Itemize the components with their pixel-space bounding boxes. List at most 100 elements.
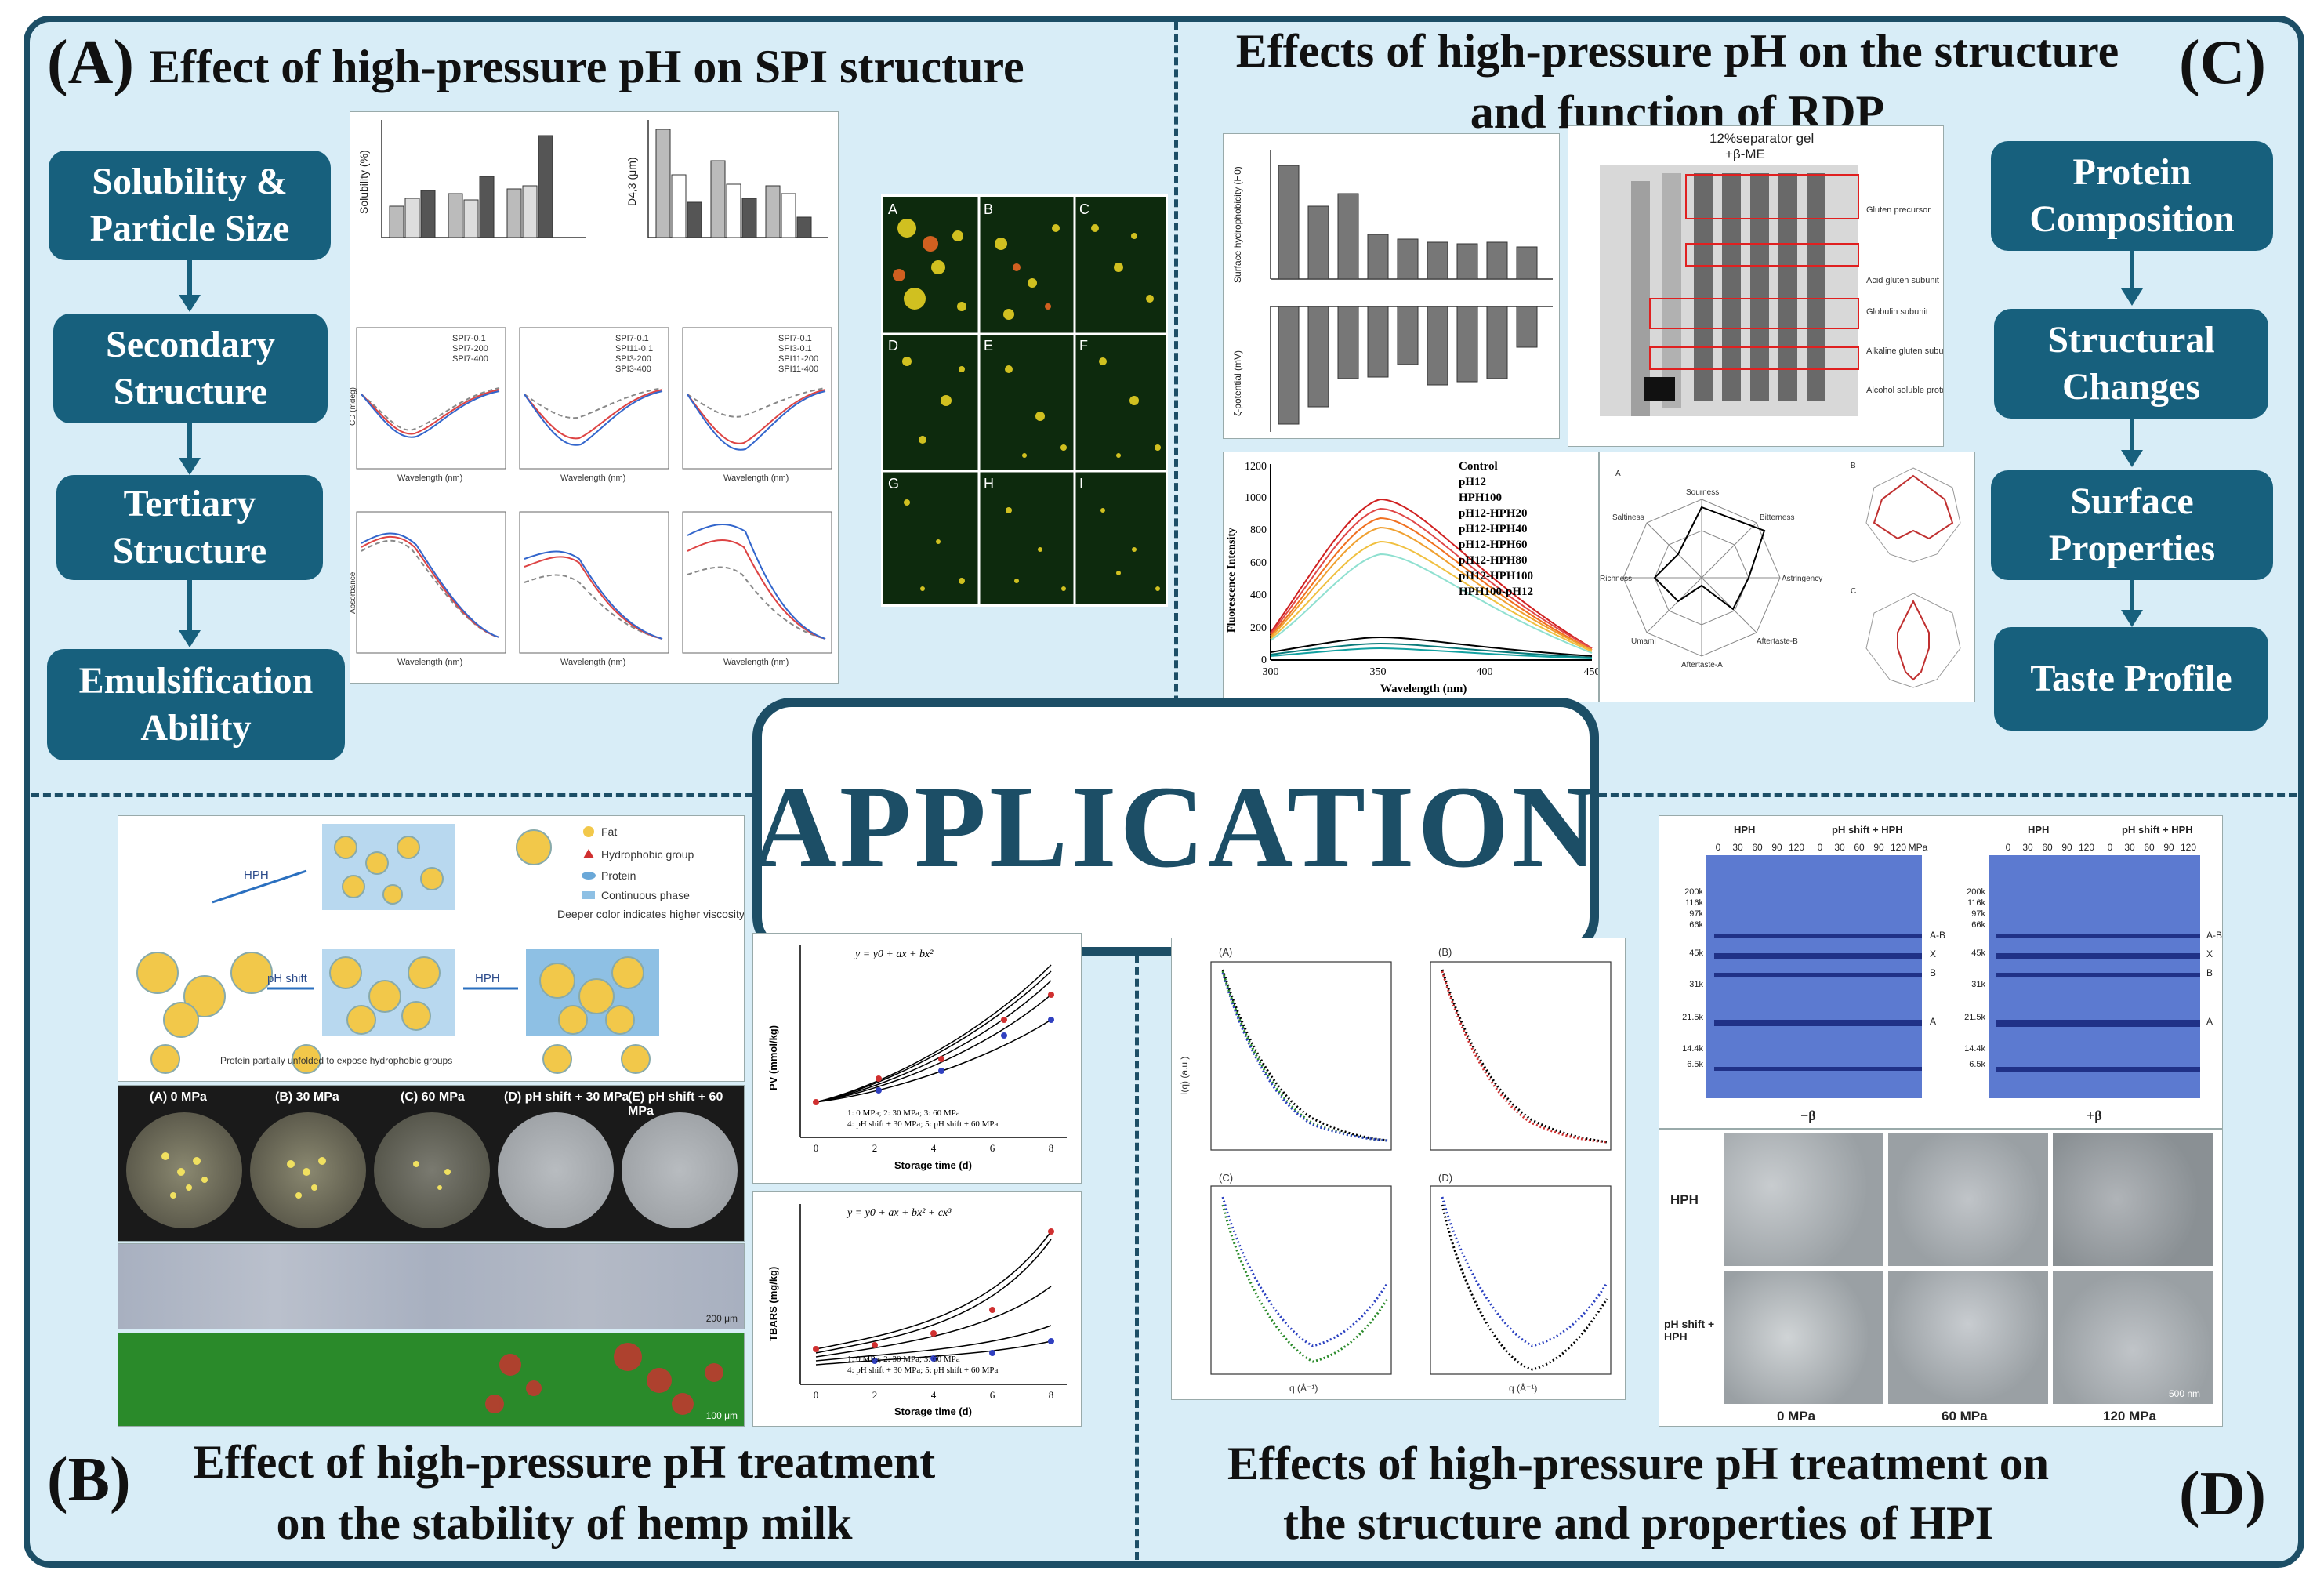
cd-axis: CD (mdeg) bbox=[350, 387, 357, 426]
gel-d-m4: 45k bbox=[1689, 948, 1703, 958]
tbars-ylabel: TBARS (mg/kg) bbox=[767, 1267, 779, 1341]
abs2-line-2 bbox=[524, 556, 663, 640]
fl-ytick-2: 400 bbox=[1250, 589, 1267, 601]
micro-label-d: D bbox=[888, 338, 898, 354]
tbars-note-1: 1: 0 MPa; 2: 30 MPa; 3: 60 MPa bbox=[847, 1355, 960, 1364]
panel-a-title: Effect of high-pressure pH on SPI struct… bbox=[149, 41, 1024, 92]
gel-c-svg: Gluten precursor Acid gluten subunit Glo… bbox=[1600, 165, 1944, 416]
radar-main-series bbox=[1653, 506, 1766, 611]
micro-label-c: C bbox=[1079, 201, 1089, 217]
gel-d-m8: 6.5k bbox=[1687, 1060, 1703, 1069]
radar-axis-3: Aftertaste-B bbox=[1757, 637, 1798, 646]
pv-xtick-4: 8 bbox=[1049, 1142, 1054, 1154]
panel-b-pv-chart: y = y0 + ax + bx² 1: 0 MPa; 2: 30 MPa; 3… bbox=[752, 933, 1082, 1184]
gel-d-p3-c: 90 bbox=[2061, 842, 2072, 853]
fl-legend-6: pH12-HPH80 bbox=[1459, 554, 1528, 567]
dish-label-3: (D) pH shift + 30 MPa bbox=[504, 1090, 629, 1104]
fl-curve-hph100 bbox=[1270, 647, 1593, 659]
dish-label-0: (A) 0 MPa bbox=[150, 1090, 207, 1104]
d43-bar-chart: D4,3 (μm) bbox=[625, 120, 828, 238]
gel-d-group-1b: HPH bbox=[2028, 824, 2049, 836]
flow-a-emulsification: Emulsification Ability bbox=[47, 649, 345, 760]
dish-colonies bbox=[161, 1152, 451, 1199]
fl-curve-1 bbox=[1270, 498, 1593, 649]
d43-bar-5 bbox=[726, 183, 741, 238]
sh-bar-4 bbox=[1367, 234, 1389, 280]
flow-c-arrow-3 bbox=[2121, 580, 2143, 627]
fl-xtick-3: 450 bbox=[1584, 666, 1600, 678]
gel-d-p3-b: 90 bbox=[1873, 842, 1884, 853]
gel-d-m3: 66k bbox=[1689, 920, 1703, 930]
d43-bar-9 bbox=[796, 216, 812, 238]
schematic-legend-2: Protein bbox=[601, 869, 636, 882]
cd3-line-2 bbox=[687, 389, 826, 444]
panel-d-saxs: (A) (B) (C) (D) q (Å⁻¹) q (Å⁻¹) I(q) (a.… bbox=[1171, 938, 1626, 1400]
tbars-xtick-0: 0 bbox=[814, 1389, 819, 1401]
gel-d-p1-a: 30 bbox=[1732, 842, 1743, 853]
panel-d-gels: HPH pH shift + HPH HPH pH shift + HPH 0 … bbox=[1659, 815, 2223, 1129]
schematic-svg: HPH pH shift HPH Fat Hydrophobic group P… bbox=[136, 824, 744, 1074]
pv-equation: y = y0 + ax + bx² bbox=[854, 948, 934, 960]
saxs-c-curve-2 bbox=[1221, 1204, 1389, 1363]
flow-a-arrow-2 bbox=[179, 423, 201, 475]
cd2-legend-3: SPI3-200 bbox=[615, 354, 651, 364]
sh-bar-5 bbox=[1397, 238, 1419, 280]
panel-b-schematic: HPH pH shift HPH Fat Hydrophobic group P… bbox=[118, 815, 745, 1082]
sol-bar-4 bbox=[448, 193, 463, 238]
radar-axis-7: Saltiness bbox=[1612, 513, 1644, 522]
saxs-ylabel-a: I(q) (a.u.) bbox=[1179, 1057, 1190, 1095]
saxs-label-c: (C) bbox=[1219, 1172, 1233, 1184]
tem-col-1: 60 MPa bbox=[1942, 1409, 1988, 1424]
micro-label-h: H bbox=[984, 476, 994, 491]
zeta-bar-2 bbox=[1307, 306, 1329, 408]
micro-label-f: F bbox=[1079, 338, 1088, 354]
sh-bar-1 bbox=[1278, 165, 1300, 280]
pv-xlabel: Storage time (d) bbox=[894, 1159, 972, 1171]
fl-ytick-1: 200 bbox=[1250, 622, 1267, 634]
panel-b-micro-color: 100 μm bbox=[118, 1333, 745, 1427]
gel-d-band-x: X bbox=[1930, 948, 1936, 959]
cd-spectra: SPI7-0.1 SPI7-200 SPI7-400 SPI7-0.1 SPI1… bbox=[350, 327, 832, 483]
pv-xtick-2: 4 bbox=[931, 1142, 937, 1154]
cd1-line-3 bbox=[361, 390, 500, 438]
gel-d-p0-c: 0 bbox=[2006, 842, 2011, 853]
cd1-legend-1: SPI7-0.1 bbox=[452, 334, 486, 343]
hpi-gel-svg: HPH pH shift + HPH HPH pH shift + HPH 0 … bbox=[1682, 824, 2222, 1123]
tbars-xtick-1: 2 bbox=[872, 1389, 878, 1401]
d43-bar-3 bbox=[687, 201, 702, 238]
gel-d-p0-d: 0 bbox=[2108, 842, 2113, 853]
fl-curve-2 bbox=[1270, 507, 1593, 649]
tem-col-2: 120 MPa bbox=[2103, 1409, 2157, 1424]
gel-d-p3-d: 90 bbox=[2163, 842, 2174, 853]
gel-d-m3b: 66k bbox=[1971, 920, 1985, 930]
tbars-line-4 bbox=[815, 1325, 1052, 1362]
gel-c-band-1: Gluten precursor bbox=[1866, 205, 1931, 215]
micro-label-i: I bbox=[1079, 476, 1083, 491]
pv-line-3 bbox=[815, 980, 1052, 1103]
fl-ytick-0: 0 bbox=[1261, 655, 1267, 666]
gel-d-m5b: 31k bbox=[1971, 980, 1985, 989]
tbars-line-5 bbox=[815, 1340, 1052, 1366]
pv-line-1 bbox=[815, 964, 1052, 1103]
sh-axis-label: Surface hydrophobicity (H0) bbox=[1232, 166, 1243, 283]
zeta-bar-7 bbox=[1456, 306, 1478, 383]
panel-a-chart-svg: Solubility (%) D4,3 (μm) bbox=[350, 120, 832, 667]
saxs-label-d: (D) bbox=[1438, 1172, 1452, 1184]
gel-d-band-ab: A-B bbox=[1930, 930, 1945, 941]
dish-2 bbox=[374, 1112, 490, 1228]
radar-label-c: C bbox=[1851, 587, 1856, 596]
d43-bar-7 bbox=[765, 185, 781, 238]
gel-d-group-2a: pH shift + HPH bbox=[1832, 824, 1903, 836]
radar-label-b: B bbox=[1851, 462, 1856, 470]
tbars-xlabel: Storage time (d) bbox=[894, 1405, 972, 1417]
abs3-line-2 bbox=[687, 539, 826, 640]
saxs-d-curve-2 bbox=[1441, 1204, 1608, 1371]
gel-d-p4-d: 120 bbox=[2181, 842, 2196, 853]
radar-axis-4: Aftertaste-A bbox=[1681, 661, 1723, 669]
zeta-bar-5 bbox=[1397, 306, 1419, 365]
micro-label-g: G bbox=[888, 476, 899, 491]
gel-d-band-a: A bbox=[1930, 1016, 1936, 1027]
gel-c-band-5: Alcohol soluble protein subunits bbox=[1866, 386, 1944, 395]
panel-c-radar: Sourness Bitterness Astringency Aftertas… bbox=[1599, 452, 1975, 702]
saxs-a-curve-3 bbox=[1221, 972, 1388, 1142]
